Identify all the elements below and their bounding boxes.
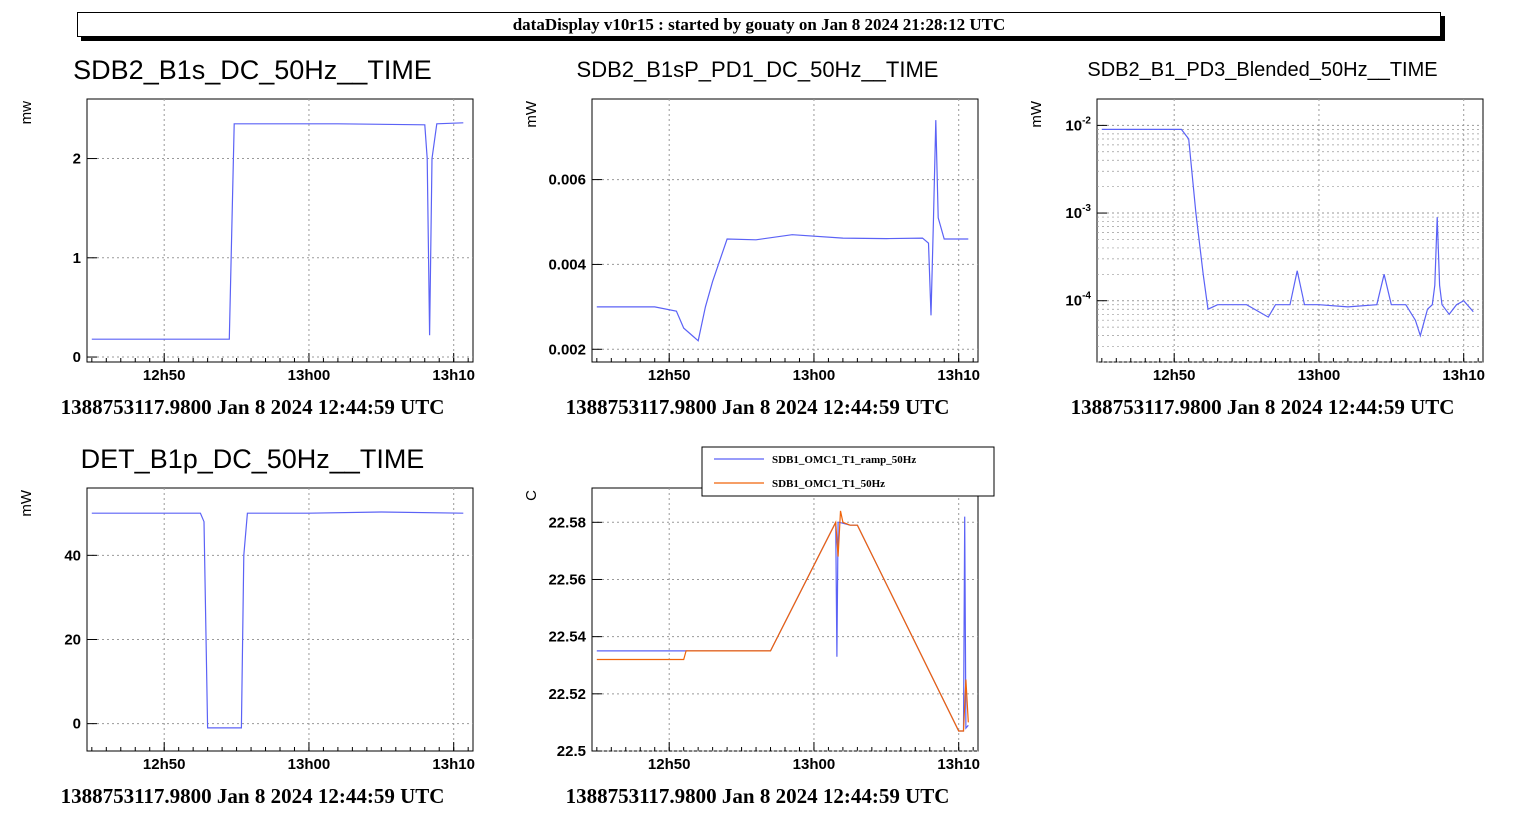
plot-frame	[1096, 98, 1484, 363]
y-tick-label: 22.58	[548, 514, 586, 531]
series-line-1	[91, 511, 464, 729]
chart-panel-sdb2-b1sp-pd1-dc: SDB2_B1sP_PD1_DC_50Hz__TIME 12h50 13h00 13…	[505, 45, 1010, 440]
chart-plot: 12h50 13h00 13h10 0 1 2 mw	[18, 98, 475, 384]
x-tick-label: 12h50	[648, 756, 691, 773]
app-title: dataDisplay v10r15 : started by gouaty o…	[512, 14, 1006, 34]
y-tick-label: 10-2	[1065, 115, 1091, 134]
plot-frame	[591, 487, 979, 752]
x-tick-label: 12h50	[143, 756, 186, 773]
legend-box	[701, 446, 995, 497]
y-tick-label: 22.54	[548, 629, 586, 646]
chart-plot: 12h50 13h00 13h10 0.002 0.004 0.006 mW	[523, 98, 980, 384]
y-tick-label: 1	[73, 250, 81, 267]
y-tick-label: 0	[73, 716, 81, 733]
chart-plot: 12h50 13h00 13h10 10-2 10-3 10-4 mW	[1028, 98, 1485, 384]
y-axis-label: mW	[523, 100, 540, 127]
x-tick-label: 13h10	[1442, 367, 1485, 384]
x-tick-label: 13h00	[793, 367, 836, 384]
chart-timestamp: 1388753117.9800 Jan 8 2024 12:44:59 UTC	[60, 395, 445, 419]
y-axis-label: mW	[18, 489, 35, 516]
chart-timestamp: 1388753117.9800 Jan 8 2024 12:44:59 UTC	[60, 784, 445, 808]
series-line-1	[596, 120, 969, 342]
legend-label: SDB1_OMC1_T1_50Hz	[772, 478, 885, 490]
series-line-1	[91, 122, 464, 340]
x-tick-label: 13h10	[937, 756, 980, 773]
y-tick-label: 10-4	[1065, 291, 1091, 310]
x-tick-label: 13h00	[288, 367, 331, 384]
app-title-banner: dataDisplay v10r15 : started by gouaty o…	[77, 12, 1441, 37]
chart-panel-sdb2-b1-pd3-blended: SDB2_B1_PD3_Blended_50Hz__TIME 12h50 13h0…	[1010, 45, 1515, 440]
y-axis-label: mw	[18, 101, 35, 124]
y-tick-label: 22.52	[548, 686, 586, 703]
chart-plot: 12h50 13h00 13h10 22.5 22.52 22.54 22.56 22.58 C…	[523, 446, 995, 773]
y-axis-label: C	[523, 490, 540, 501]
x-tick-label: 13h00	[793, 756, 836, 773]
x-tick-label: 12h50	[648, 367, 691, 384]
chart-panel-det-b1p-dc: DET_B1p_DC_50Hz__TIME 12h50 13h00 13h10 0 20…	[0, 434, 505, 829]
x-tick-label: 13h10	[432, 367, 475, 384]
x-tick-label: 12h50	[1153, 367, 1196, 384]
y-tick-label: 0.006	[548, 172, 586, 189]
chart-title: SDB2_B1sP_PD1_DC_50Hz__TIME	[576, 57, 939, 82]
chart-plot: 12h50 13h00 13h10 0 20 40 mW	[18, 487, 475, 773]
y-tick-label: 22.56	[548, 571, 586, 588]
y-axis-label: mW	[1028, 100, 1045, 127]
y-tick-label: 0.002	[548, 341, 586, 358]
y-tick-label: 0	[73, 349, 81, 366]
x-tick-label: 13h00	[1298, 367, 1341, 384]
y-tick-label: 0.004	[548, 256, 586, 273]
x-tick-label: 13h10	[937, 367, 980, 384]
chart-timestamp: 1388753117.9800 Jan 8 2024 12:44:59 UTC	[565, 784, 950, 808]
series-line-2	[596, 510, 969, 732]
chart-timestamp: 1388753117.9800 Jan 8 2024 12:44:59 UTC	[565, 395, 950, 419]
y-tick-label: 22.5	[557, 743, 586, 760]
y-tick-label: 40	[64, 547, 81, 564]
plot-frame	[591, 98, 979, 363]
plot-frame	[86, 487, 474, 752]
chart-timestamp: 1388753117.9800 Jan 8 2024 12:44:59 UTC	[1070, 395, 1455, 419]
y-tick-label: 2	[73, 151, 81, 168]
chart-panel-sdb2-b1s-dc: SDB2_B1s_DC_50Hz__TIME 12h50 13h00 13h10 0 1…	[0, 45, 505, 440]
legend-label: SDB1_OMC1_T1_ramp_50Hz	[772, 454, 916, 466]
plot-frame	[86, 98, 474, 363]
y-tick-label: 10-3	[1065, 203, 1091, 222]
chart-title: SDB2_B1_PD3_Blended_50Hz__TIME	[1087, 59, 1438, 81]
x-tick-label: 13h00	[288, 756, 331, 773]
chart-panel-sdb1-omc1-t1: 12h50 13h00 13h10 22.5 22.52 22.54 22.56 22.58 C…	[505, 434, 1010, 829]
x-tick-label: 13h10	[432, 756, 475, 773]
chart-title: SDB2_B1s_DC_50Hz__TIME	[73, 55, 432, 85]
y-tick-label: 20	[64, 631, 81, 648]
series-line-1	[1101, 128, 1474, 338]
x-tick-label: 12h50	[143, 367, 186, 384]
chart-title: DET_B1p_DC_50Hz__TIME	[80, 444, 425, 474]
